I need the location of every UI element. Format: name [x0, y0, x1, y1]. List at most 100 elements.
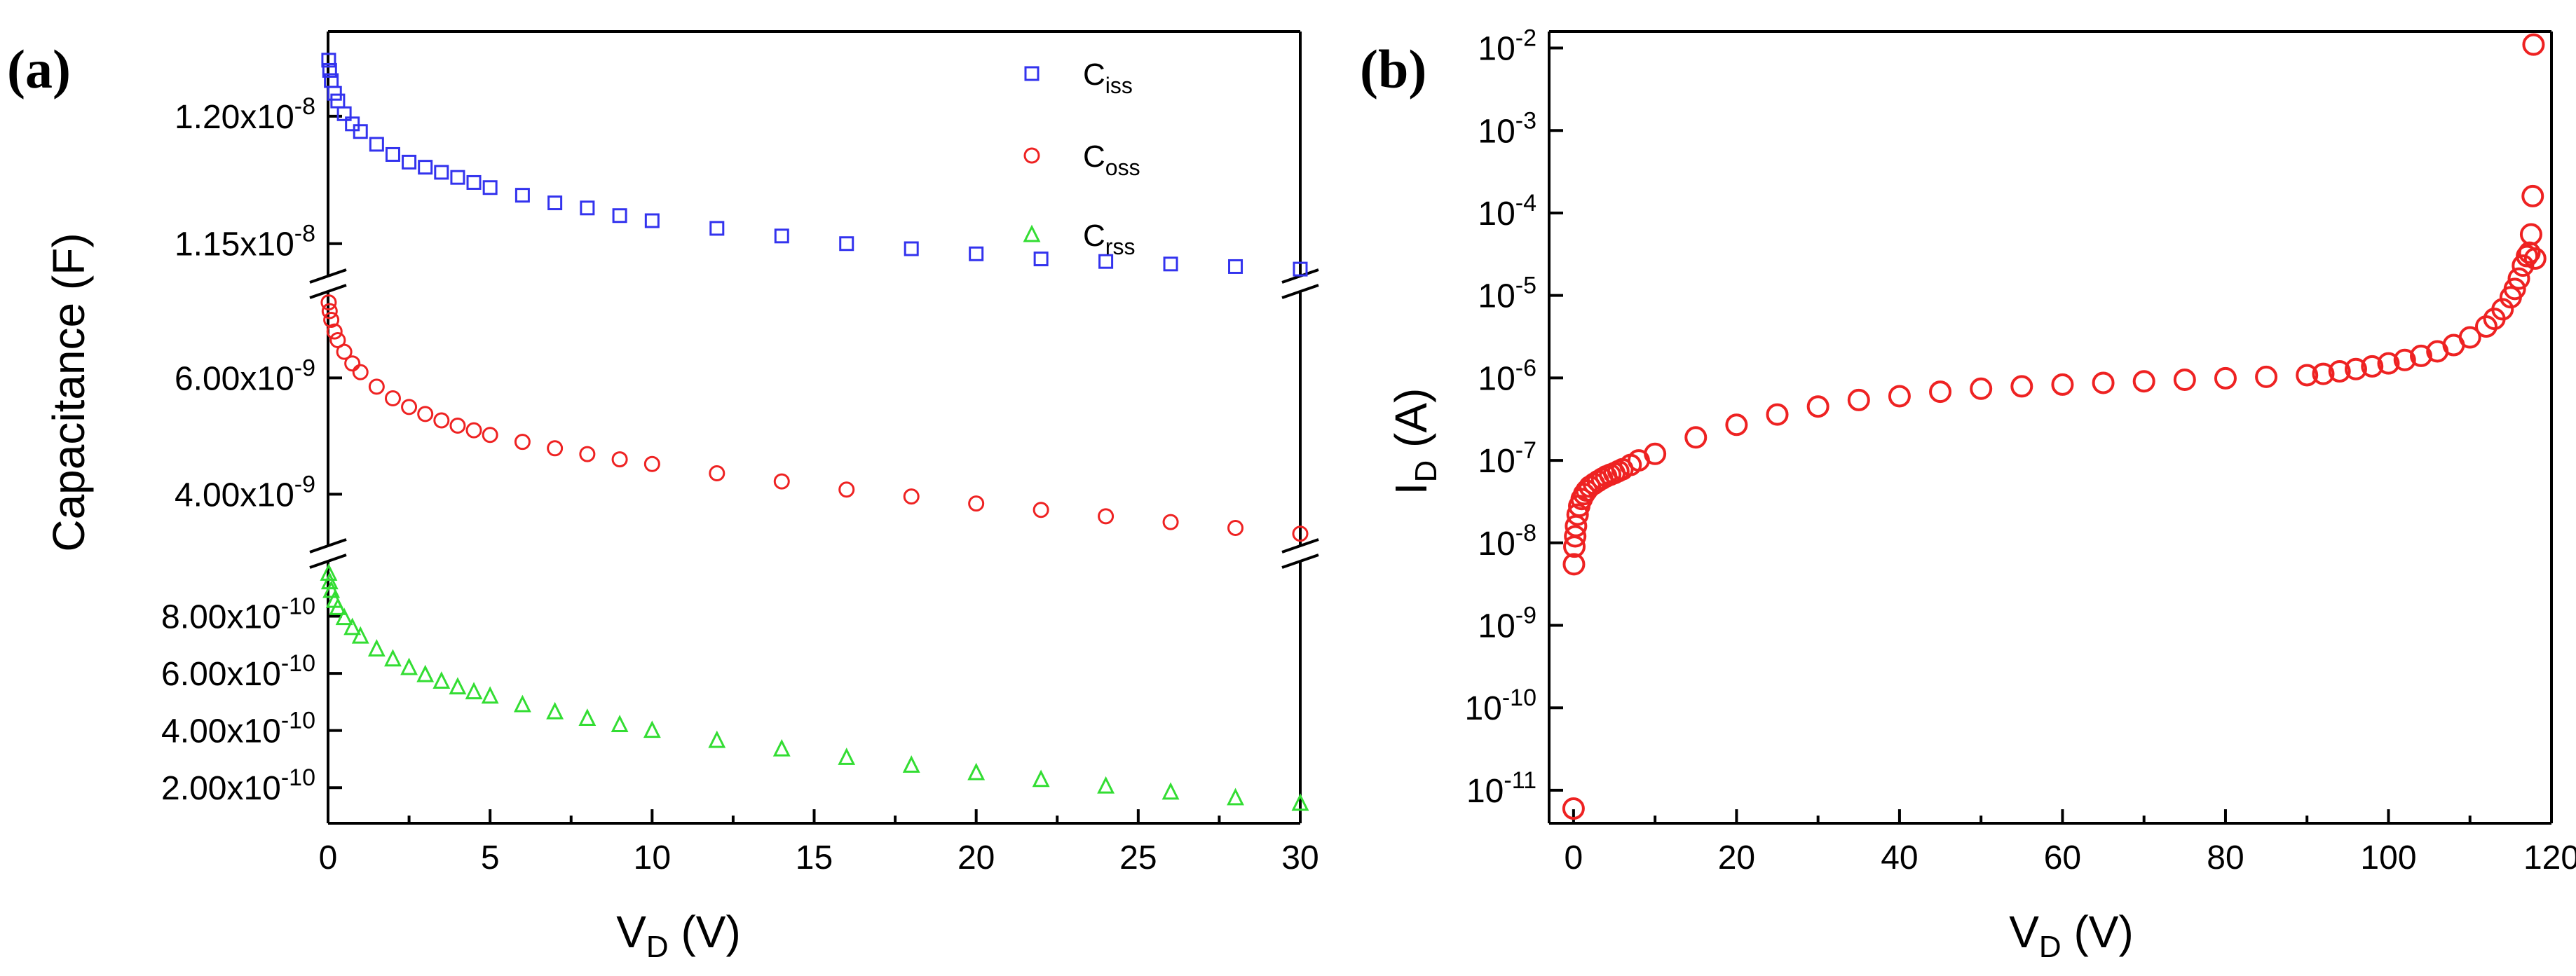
- data-point: [384, 649, 402, 667]
- legend-marker-C_oss: [1023, 147, 1040, 164]
- data-point: [2503, 277, 2526, 301]
- data-point: [1725, 413, 1748, 437]
- data-point: [2051, 373, 2074, 396]
- data-point: [709, 221, 725, 236]
- data-point: [326, 323, 343, 340]
- legend-marker-C_rss: [1023, 224, 1041, 242]
- legend-label-C_iss: Ciss: [1083, 57, 1133, 98]
- data-point: [1227, 519, 1244, 536]
- data-point: [1161, 782, 1180, 800]
- axis-break-mark: [309, 284, 347, 299]
- data-point: [644, 213, 660, 228]
- panel-a-data: [320, 53, 1309, 811]
- x-tick-label: 25: [1119, 839, 1157, 877]
- legend: Ciss Coss Crss: [1023, 57, 1140, 259]
- data-point: [2393, 348, 2416, 371]
- data-point: [1032, 769, 1050, 788]
- x-tick-label: 20: [958, 839, 995, 877]
- y-tick-label: 2.00x10-10: [161, 764, 315, 807]
- data-point: [351, 626, 369, 644]
- data-point: [578, 708, 597, 727]
- series-I_D: [1562, 33, 2547, 820]
- axis-break-mark: [309, 268, 347, 284]
- data-point: [465, 682, 483, 700]
- x-tick-label: 0: [1565, 839, 1583, 877]
- data-point: [546, 701, 564, 720]
- axis-break-mark: [1281, 554, 1319, 569]
- data-point: [902, 755, 920, 773]
- data-point: [400, 657, 418, 675]
- data-point: [418, 160, 433, 175]
- data-point: [1766, 403, 1789, 426]
- axis-break-gap: [310, 276, 346, 291]
- data-point: [336, 106, 352, 121]
- data-point: [1228, 259, 1243, 274]
- panel-a-xlabel: VD (V): [616, 907, 741, 964]
- legend-marker-C_iss: [1024, 66, 1040, 81]
- data-point: [353, 124, 368, 139]
- data-point: [580, 200, 595, 216]
- x-tick-label: 10: [634, 839, 671, 877]
- data-point: [320, 294, 337, 311]
- data-point: [322, 580, 341, 598]
- data-point: [1929, 380, 1952, 404]
- data-point: [369, 137, 384, 152]
- data-point: [2312, 362, 2335, 385]
- data-point: [367, 639, 386, 657]
- data-point: [838, 748, 856, 765]
- data-point: [904, 241, 919, 256]
- data-point: [1970, 377, 1993, 400]
- data-point: [2507, 267, 2530, 290]
- data-point: [449, 677, 467, 695]
- data-point: [772, 738, 791, 757]
- y-tick-label: 4.00x10-9: [175, 471, 315, 514]
- data-point: [321, 53, 336, 68]
- series-C_iss: [321, 53, 1308, 277]
- panel-a-ylabel: Capacitance (F): [43, 233, 94, 551]
- data-point: [2522, 33, 2545, 56]
- data-point: [643, 455, 660, 472]
- data-point: [547, 440, 564, 457]
- data-point: [969, 246, 984, 261]
- data-point: [1098, 508, 1115, 525]
- data-point: [708, 730, 726, 748]
- y-tick-label: 10-4: [1478, 190, 1536, 233]
- data-point: [611, 451, 628, 468]
- axis-break-gap: [1282, 546, 1318, 561]
- data-point: [321, 303, 338, 319]
- axis-break-gap: [310, 546, 346, 561]
- y-tick-label: 10-2: [1478, 25, 1536, 68]
- data-point: [2328, 360, 2351, 383]
- data-point: [401, 399, 418, 415]
- data-point: [1806, 395, 1829, 418]
- data-point: [1292, 525, 1309, 542]
- data-point: [449, 417, 466, 434]
- data-point: [2474, 315, 2497, 338]
- x-tick-label: 5: [481, 839, 500, 877]
- data-point: [2214, 366, 2237, 390]
- data-point: [1644, 442, 1667, 465]
- panel-b: (b) 0 20 40 60 80 100 120 10-2 10-3 10-4 10-5 10-6 1…: [1360, 25, 2576, 964]
- y-tick-label: 1.15x10-8: [175, 221, 315, 263]
- y-tick-label: 10-8: [1478, 520, 1536, 563]
- x-tick-label: 120: [2523, 839, 2576, 877]
- data-point: [514, 434, 531, 451]
- data-point: [1098, 254, 1114, 269]
- panel-b-xlabel: VD (V): [2009, 907, 2134, 964]
- data-point: [482, 427, 498, 444]
- data-point: [344, 355, 361, 372]
- data-point: [482, 180, 498, 195]
- panel-b-label: (b): [1360, 39, 1426, 99]
- data-point: [336, 343, 353, 360]
- data-point: [352, 364, 369, 380]
- panel-b-data: [1562, 33, 2547, 820]
- data-point: [968, 495, 985, 512]
- data-point: [323, 311, 340, 328]
- data-point: [514, 188, 530, 203]
- data-point: [434, 165, 449, 180]
- data-point: [385, 146, 400, 162]
- y-tick-label: 6.00x10-10: [161, 650, 315, 693]
- data-point: [1097, 776, 1115, 794]
- x-tick-label: 100: [2360, 839, 2416, 877]
